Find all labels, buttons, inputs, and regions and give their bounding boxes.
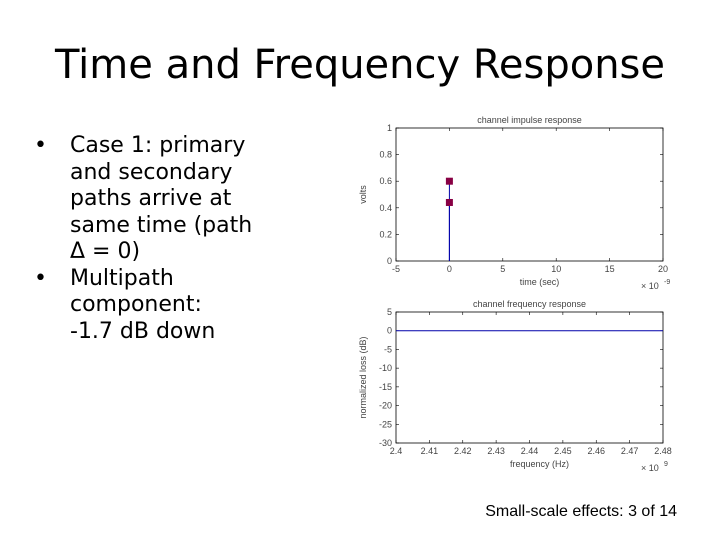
y-tick-label: 1 (387, 123, 392, 133)
x-tick-label: 2.48 (654, 446, 672, 456)
bullet-marker: • (34, 133, 47, 158)
x-tick-label: 2.45 (554, 446, 572, 456)
x-tick-label: 2.44 (521, 446, 539, 456)
x-tick-label: 5 (500, 264, 505, 274)
data-point (445, 177, 453, 185)
x-tick-label: 0 (447, 264, 452, 274)
y-tick-label: -5 (384, 344, 392, 354)
plot-frame (395, 127, 664, 262)
x-tick-label: 10 (551, 264, 561, 274)
y-tick-label: -10 (379, 363, 392, 373)
chart-title: channel impulse response (477, 115, 582, 125)
bullet-marker: • (34, 265, 47, 291)
y-tick-label: 5 (387, 307, 392, 317)
bullet-line: paths arrive at (70, 186, 232, 211)
y-tick-label: 0.8 (379, 150, 392, 160)
plot-frame (395, 311, 664, 444)
slide-title: Time and Frequency Response (54, 42, 666, 88)
y-tick-label: 0.6 (379, 176, 392, 186)
x-tick-label: 2.47 (621, 446, 639, 456)
y-tick-label: -30 (379, 438, 392, 448)
x-exponent-label: × 10 (641, 463, 659, 473)
bullet-item: • Case 1: primary and secondary paths ar… (34, 133, 294, 266)
bullet-item: • Multipath component: -1.7 dB down (34, 266, 294, 346)
y-tick-label: 0.2 (379, 229, 392, 239)
x-tick-label: 2.46 (587, 446, 605, 456)
x-tick-label: 2.42 (454, 446, 472, 456)
bullet-line: same time (path (70, 212, 253, 238)
x-tick-label: -5 (392, 264, 400, 274)
chart-title: channel frequency response (473, 299, 586, 309)
x-tick-label: 15 (605, 264, 615, 274)
bullet-line: component: (70, 292, 202, 317)
bullet-line: Multipath (70, 265, 174, 291)
data-point (445, 198, 453, 206)
bullet-line: Δ = 0) (70, 239, 141, 264)
x-tick-label: 2.41 (421, 446, 439, 456)
bullet-line: Case 1: primary (70, 133, 246, 158)
y-tick-label: -20 (379, 401, 392, 411)
bullet-line: -1.7 dB down (70, 318, 216, 344)
y-tick-label: 0 (387, 326, 392, 336)
bullet-line: and secondary (70, 159, 233, 185)
x-tick-label: 2.4 (390, 446, 403, 456)
y-axis-label: normalized loss (dB) (358, 336, 368, 418)
y-tick-label: 0.4 (379, 203, 392, 213)
bullet-list: • Case 1: primary and secondary paths ar… (34, 133, 294, 345)
x-exponent: -9 (664, 279, 670, 286)
x-exponent-label: × 10 (641, 281, 659, 291)
y-axis-label: volts (358, 185, 368, 204)
slide-footer: Small-scale effects: 3 of 14 (485, 503, 677, 520)
x-tick-label: 20 (658, 264, 668, 274)
x-tick-label: 2.43 (487, 446, 505, 456)
x-exponent: 9 (664, 461, 668, 468)
y-tick-label: 0 (387, 256, 392, 266)
x-axis-label: frequency (Hz) (510, 459, 569, 469)
y-tick-label: -25 (379, 419, 392, 429)
y-tick-label: -15 (379, 382, 392, 392)
x-axis-label: time (sec) (520, 277, 560, 287)
